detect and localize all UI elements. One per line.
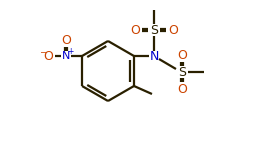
Text: O: O xyxy=(177,48,187,61)
Text: O: O xyxy=(61,34,71,46)
Text: −: − xyxy=(39,47,47,56)
Text: O: O xyxy=(168,24,178,37)
Text: +: + xyxy=(67,47,74,56)
Text: N: N xyxy=(62,51,70,61)
Text: O: O xyxy=(130,24,140,37)
Text: O: O xyxy=(43,49,53,63)
Text: S: S xyxy=(150,24,158,37)
Text: N: N xyxy=(149,49,159,63)
Text: O: O xyxy=(177,83,187,95)
Text: S: S xyxy=(178,66,186,79)
